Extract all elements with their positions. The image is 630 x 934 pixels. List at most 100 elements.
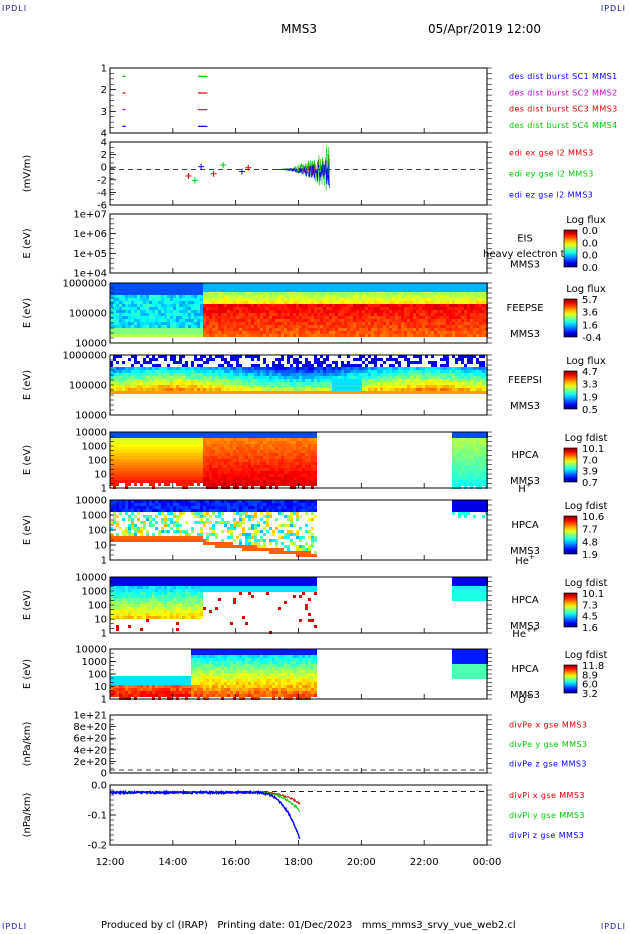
spectrogram-cell: [245, 310, 248, 313]
spectrogram-cell: [404, 358, 407, 361]
spectrogram-cell: [347, 334, 350, 337]
spectrogram-cell: [290, 289, 293, 292]
spectrogram-cell: [233, 301, 236, 304]
spectrogram-cell: [152, 382, 155, 385]
spectrogram-cell: [398, 286, 401, 289]
spectrogram-cell: [446, 325, 449, 328]
spectrogram-cell: [431, 355, 434, 358]
spectrogram-cell: [287, 361, 290, 364]
spectrogram-cell: [119, 292, 122, 295]
spectrogram-cell: [158, 462, 161, 465]
spectrogram-cell: [344, 304, 347, 307]
spectrogram-cell: [149, 459, 152, 462]
spectrogram-cell: [305, 382, 308, 385]
spectrogram-cell: [464, 367, 467, 370]
spectrogram-cell: [359, 379, 362, 382]
spectrogram-cell: [254, 334, 257, 337]
spectrogram-cell: [233, 307, 236, 310]
spectrogram-cell: [134, 456, 137, 459]
spectrogram-cell: [119, 334, 122, 337]
spectrogram-cell: [245, 370, 248, 373]
spectrogram-cell: [422, 331, 425, 334]
spectrogram-cell: [473, 373, 476, 376]
spectrogram-cell: [422, 328, 425, 331]
spectrogram-cell: [275, 462, 278, 465]
spectrogram-cell: [161, 388, 164, 391]
spectrogram-cell: [182, 304, 185, 307]
spectrogram-cell: [221, 435, 224, 438]
spectrogram-cell: [230, 286, 233, 289]
spectrogram-cell: [425, 298, 428, 301]
spectrogram-cell: [398, 307, 401, 310]
spectrogram-cell: [299, 385, 302, 388]
spectrogram-cell: [128, 304, 131, 307]
spectrogram-cell: [248, 289, 251, 292]
spectrogram-cell: [254, 453, 257, 456]
spectrogram-cell: [359, 310, 362, 313]
spectrogram-cell: [230, 328, 233, 331]
spectrogram-cell: [224, 328, 227, 331]
spectrogram-cell: [182, 379, 185, 382]
spectrogram-cell: [188, 319, 191, 322]
spectrogram-cell: [158, 298, 161, 301]
spectrogram-cell: [257, 444, 260, 447]
spectrogram-cell: [248, 388, 251, 391]
spectrogram-cell: [395, 289, 398, 292]
spectrogram-cell: [287, 295, 290, 298]
colorbar-feepsi: [563, 370, 578, 410]
spectrogram-cell: [467, 358, 470, 361]
spectrogram-cell: [212, 373, 215, 376]
spectrogram-cell: [323, 379, 326, 382]
spectrogram-cell: [311, 373, 314, 376]
spectrogram-cell: [122, 304, 125, 307]
spectrogram-cell: [176, 301, 179, 304]
spectrogram-cell: [122, 334, 125, 337]
spectrogram-cell: [224, 286, 227, 289]
spectrogram-cell: [140, 432, 143, 435]
spectrogram-cell: [386, 322, 389, 325]
spectrogram-cell: [215, 283, 218, 286]
spectrogram-cell: [239, 289, 242, 292]
spectrogram-cell: [281, 388, 284, 391]
spectrogram-cell: [188, 435, 191, 438]
spectrogram-cell: [137, 376, 140, 379]
spectrogram-cell: [371, 313, 374, 316]
spectrogram-cell: [443, 358, 446, 361]
spectrogram-cell: [113, 292, 116, 295]
spectrogram-cell: [137, 367, 140, 370]
spectrogram-cell: [170, 319, 173, 322]
spectrogram-cell: [296, 358, 299, 361]
spectrogram-cell: [374, 310, 377, 313]
spectrogram-cell: [332, 370, 335, 373]
spectrogram-cell: [335, 391, 338, 394]
spectrogram-cell: [194, 465, 197, 468]
spectrogram-cell: [215, 453, 218, 456]
spectrogram-cell: [128, 385, 131, 388]
spectrogram-cell: [221, 474, 224, 477]
spectrogram-cell: [341, 334, 344, 337]
spectrogram-cell: [479, 289, 482, 292]
spectrogram-cell: [134, 444, 137, 447]
spectrogram-cell: [119, 480, 122, 483]
spectrogram-cell: [272, 379, 275, 382]
spectrogram-cell: [197, 474, 200, 477]
spectrogram-cell: [473, 328, 476, 331]
spectrogram-cell: [434, 385, 437, 388]
spectrogram-cell: [266, 391, 269, 394]
spectrogram-cell: [125, 462, 128, 465]
spectrogram-cell: [434, 292, 437, 295]
spectrogram-cell: [311, 322, 314, 325]
spectrogram-cell: [329, 373, 332, 376]
spectrogram-cell: [269, 295, 272, 298]
spectrogram-cell: [188, 456, 191, 459]
spectrogram-cell: [242, 385, 245, 388]
spectrogram-cell: [344, 289, 347, 292]
spectrogram-cell: [170, 465, 173, 468]
spectrogram-cell: [206, 438, 209, 441]
spectrogram-cell: [323, 286, 326, 289]
spectrogram-cell: [188, 322, 191, 325]
spectrogram-cell: [389, 286, 392, 289]
spectrogram-cell: [350, 289, 353, 292]
spectrogram-cell: [218, 438, 221, 441]
spectrogram-cell: [116, 289, 119, 292]
